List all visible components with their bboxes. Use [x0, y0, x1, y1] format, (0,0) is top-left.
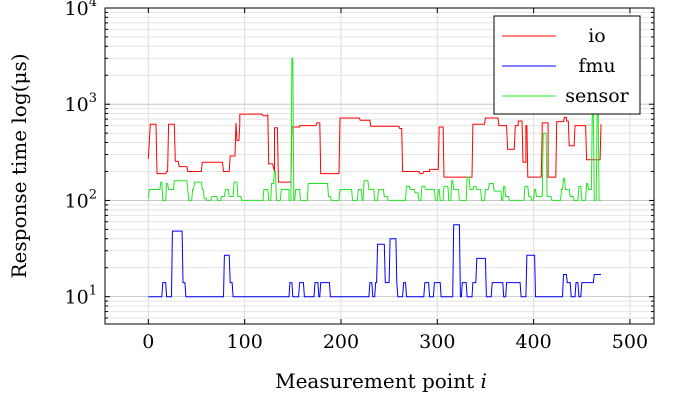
- y-tick-label: 102: [65, 187, 97, 212]
- x-tick-labels: 0 100 200 300 400 500: [142, 331, 648, 353]
- series-sensor-line: [147, 57, 601, 201]
- x-tick-label: 0: [142, 331, 154, 353]
- legend-label-sensor: sensor: [565, 85, 629, 107]
- x-tick-label: 300: [419, 331, 455, 353]
- x-axis-label: Measurement point i: [275, 369, 487, 393]
- axis-ticks: [105, 7, 654, 324]
- y-axis-label: Response time log(μs): [7, 53, 31, 278]
- y-tick-label: 101: [65, 284, 97, 309]
- legend-label-io: io: [588, 25, 606, 47]
- plot-frame: [104, 7, 655, 325]
- legend-box: [493, 15, 641, 115]
- series-layer: [147, 57, 602, 298]
- x-tick-label: 500: [612, 331, 648, 353]
- x-tick-label: 100: [227, 331, 263, 353]
- legend-label-fmu: fmu: [578, 55, 615, 77]
- y-tick-label: 103: [65, 91, 97, 116]
- x-tick-label: 400: [515, 331, 551, 353]
- x-tick-label: 200: [323, 331, 359, 353]
- y-tick-labels: 101 102 103 104: [65, 0, 97, 309]
- series-io-line: [147, 113, 602, 183]
- y-tick-label: 104: [65, 0, 97, 20]
- legend: io fmu sensor: [493, 15, 641, 115]
- series-fmu-line: [148, 224, 601, 298]
